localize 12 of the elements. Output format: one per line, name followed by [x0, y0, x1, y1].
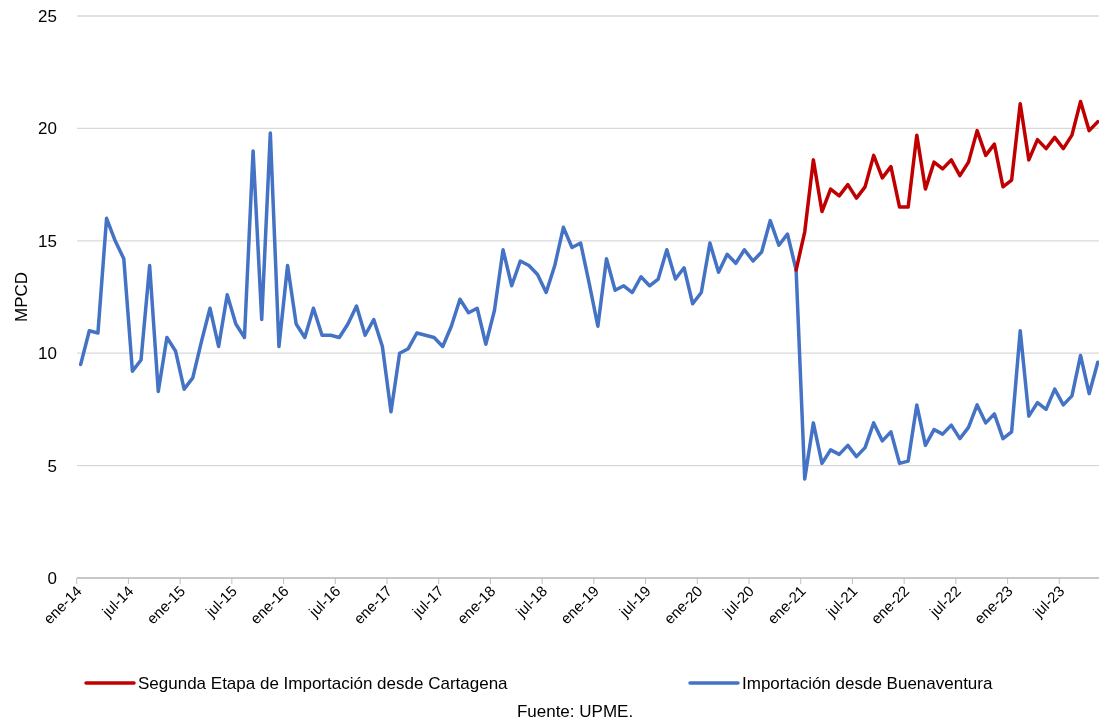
- y-axis-title: MPCD: [12, 271, 31, 323]
- legend-label: Importación desde Buenaventura: [742, 673, 993, 693]
- legend-label: Segunda Etapa de Importación desde Cartagena: [138, 673, 509, 693]
- y-tick-label: 0: [47, 568, 57, 588]
- y-tick-label: 5: [47, 456, 57, 476]
- y-tick-label: 25: [38, 6, 57, 26]
- line-series: [794, 99, 1099, 272]
- y-tick-label: 20: [38, 119, 57, 139]
- y-tick-label: 15: [38, 231, 57, 251]
- source-note: Fuente: UPME.: [516, 702, 634, 721]
- line-series: [78, 131, 1099, 481]
- y-tick-label: 10: [38, 344, 57, 364]
